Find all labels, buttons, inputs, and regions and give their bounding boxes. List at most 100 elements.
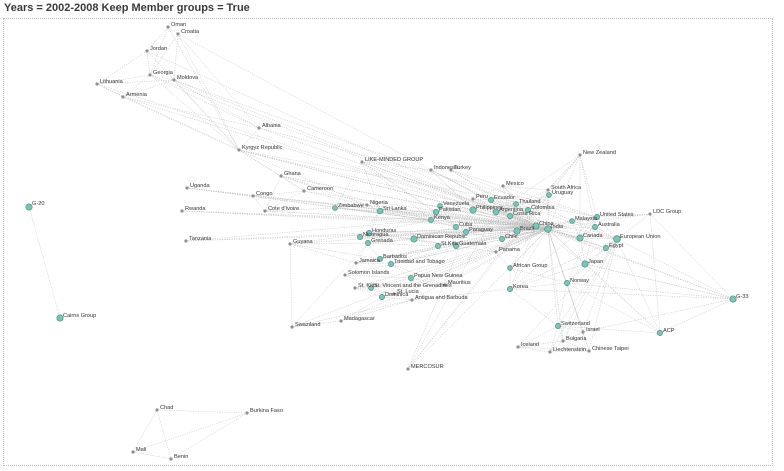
edge-colombia-costarica xyxy=(509,209,529,217)
node-africangroup[interactable] xyxy=(507,265,513,271)
node-israel[interactable] xyxy=(581,330,585,334)
node-moldova[interactable] xyxy=(172,78,176,82)
node-label-japan: Japan xyxy=(588,259,603,265)
node-malaysia[interactable] xyxy=(569,218,575,224)
edge-ghana-cotedivoire xyxy=(264,175,282,212)
node-mali[interactable] xyxy=(131,450,135,454)
node-label-canada: Canada xyxy=(583,233,603,239)
edge-liechtenstein-europeanunion xyxy=(549,238,618,353)
node-uganda[interactable] xyxy=(185,186,189,190)
node-kenya[interactable] xyxy=(428,217,434,223)
node-dominica[interactable] xyxy=(379,294,385,300)
node-ldcgroup[interactable] xyxy=(648,212,652,216)
node-papua[interactable] xyxy=(408,275,414,281)
node-colombia[interactable] xyxy=(525,207,531,213)
node-grenada[interactable] xyxy=(365,240,371,246)
node-uruguay[interactable] xyxy=(546,192,552,198)
node-canada[interactable] xyxy=(576,234,584,242)
node-tanzania[interactable] xyxy=(184,239,188,243)
node-liechtenstein[interactable] xyxy=(548,350,552,354)
node-korea[interactable] xyxy=(507,286,513,292)
node-mexico[interactable] xyxy=(501,184,505,188)
node-india[interactable] xyxy=(544,225,552,233)
node-australia[interactable] xyxy=(592,224,598,230)
node-nigeria[interactable] xyxy=(365,203,369,207)
node-peru[interactable] xyxy=(471,197,475,201)
node-rwanda[interactable] xyxy=(180,209,184,213)
node-southafrica[interactable] xyxy=(546,188,550,192)
edge-cameroon-cotedivoire xyxy=(264,190,305,212)
node-armenia[interactable] xyxy=(121,95,125,99)
node-switzerland[interactable] xyxy=(555,323,561,329)
node-barbados[interactable] xyxy=(377,256,383,262)
edge-bulgaria-liechtenstein xyxy=(549,340,564,353)
node-srilanka[interactable] xyxy=(376,207,384,215)
node-label-colombia: Colombia xyxy=(531,205,556,211)
node-iceland[interactable] xyxy=(516,345,520,349)
node-cotedivoire[interactable] xyxy=(263,209,267,213)
node-brazil[interactable] xyxy=(513,227,521,235)
node-jordan[interactable] xyxy=(145,49,149,53)
node-japan[interactable] xyxy=(581,260,589,268)
node-philippines[interactable] xyxy=(469,206,477,214)
node-swaziland[interactable] xyxy=(290,325,294,329)
node-stvincent[interactable] xyxy=(368,285,374,291)
node-nicaragua[interactable] xyxy=(357,234,363,240)
node-europeanunion[interactable] xyxy=(613,235,621,243)
node-cuba[interactable] xyxy=(453,224,459,230)
node-solomon[interactable] xyxy=(343,273,347,277)
node-bulgaria[interactable] xyxy=(561,339,565,343)
node-oman[interactable] xyxy=(166,25,170,29)
node-georgia[interactable] xyxy=(148,73,152,77)
node-jamaica[interactable] xyxy=(354,261,358,265)
node-egypt[interactable] xyxy=(603,245,609,251)
node-cairns[interactable] xyxy=(56,314,64,322)
node-newzealand[interactable] xyxy=(578,153,582,157)
node-argentina[interactable] xyxy=(492,208,500,216)
node-likeminded[interactable] xyxy=(360,160,364,164)
node-panama[interactable] xyxy=(494,250,498,254)
node-china[interactable] xyxy=(532,222,540,230)
edge-trinidad-china xyxy=(390,225,537,265)
node-cameroon[interactable] xyxy=(302,189,306,193)
node-costarica[interactable] xyxy=(507,213,513,219)
node-mercosur[interactable] xyxy=(406,367,410,371)
node-burkinafaso[interactable] xyxy=(245,411,249,415)
node-g33[interactable] xyxy=(729,295,737,303)
node-stkitts2[interactable] xyxy=(353,286,357,290)
node-unitedstates[interactable] xyxy=(594,214,600,220)
node-madagascar[interactable] xyxy=(339,319,343,323)
node-guatemala[interactable] xyxy=(453,243,459,249)
node-guyana[interactable] xyxy=(288,242,292,246)
node-trinidad[interactable] xyxy=(388,261,394,267)
node-honduras[interactable] xyxy=(366,230,372,236)
node-turkey[interactable] xyxy=(449,168,453,172)
node-pakistan[interactable] xyxy=(432,208,440,216)
node-thailand[interactable] xyxy=(513,201,519,207)
node-antigua[interactable] xyxy=(410,298,414,302)
node-albania[interactable] xyxy=(257,126,261,130)
node-acp[interactable] xyxy=(657,330,663,336)
node-croatia[interactable] xyxy=(176,32,180,36)
node-paraguay[interactable] xyxy=(463,229,469,235)
node-kyrgyz[interactable] xyxy=(237,148,241,152)
edge-stkitts-trinidad xyxy=(390,245,439,265)
node-dominicanrep[interactable] xyxy=(410,235,418,243)
node-indonesia[interactable] xyxy=(429,168,433,172)
node-lithuania[interactable] xyxy=(95,82,99,86)
node-chad[interactable] xyxy=(155,408,159,412)
node-stlucia[interactable] xyxy=(392,292,396,296)
node-chinesetaipei[interactable] xyxy=(587,349,591,353)
node-ghana[interactable] xyxy=(279,174,283,178)
node-benin[interactable] xyxy=(169,457,173,461)
node-stkitts[interactable] xyxy=(435,243,441,249)
node-congo[interactable] xyxy=(251,194,255,198)
node-g20[interactable] xyxy=(25,203,33,211)
node-venezuela[interactable] xyxy=(437,203,443,209)
node-ecuador[interactable] xyxy=(488,197,494,203)
node-norway[interactable] xyxy=(564,280,570,286)
node-mauritius[interactable] xyxy=(443,283,447,287)
node-chile[interactable] xyxy=(499,236,505,242)
node-zimbabwe[interactable] xyxy=(332,205,338,211)
